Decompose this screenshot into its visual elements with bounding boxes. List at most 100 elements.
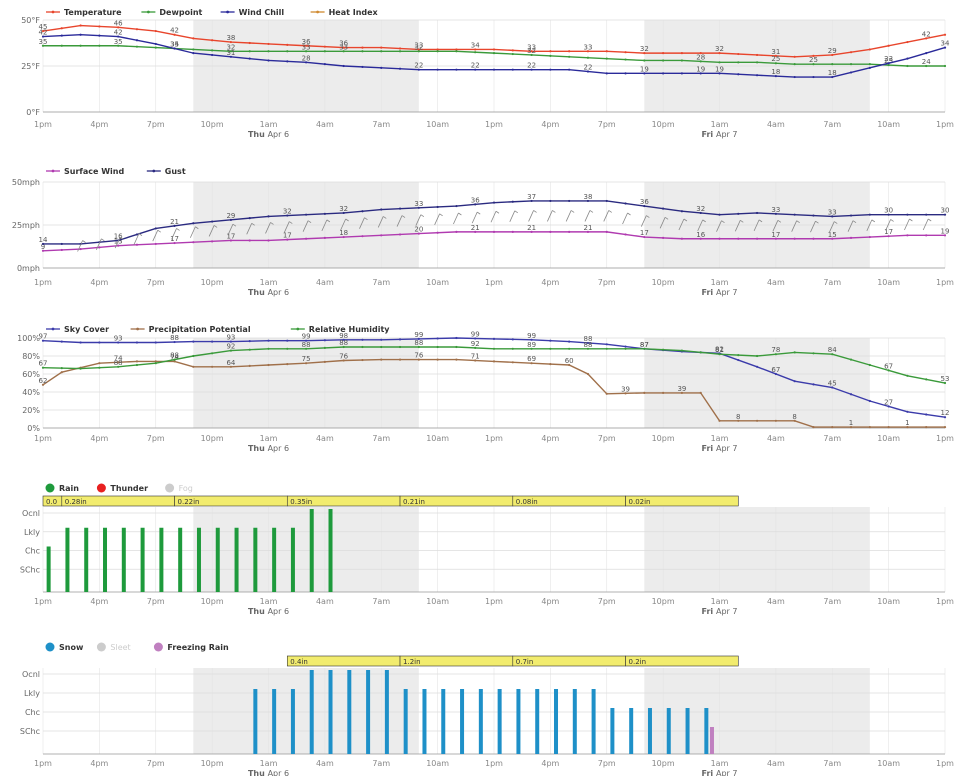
data-label: 29: [828, 47, 837, 55]
x-tick-label: 7pm: [598, 597, 616, 606]
legend-label: Relative Humidity: [309, 325, 390, 334]
data-label: 64: [226, 359, 235, 367]
data-label: 88: [414, 339, 423, 347]
series-point-precip: [755, 419, 759, 422]
data-label: 92: [471, 340, 480, 348]
series-point-gust: [662, 207, 665, 210]
x-tick-label: 10pm: [652, 278, 675, 287]
data-label: 69: [527, 355, 536, 363]
y-tick-label: 40%: [22, 388, 40, 397]
series-point-surfacewind: [135, 243, 139, 246]
x-tick-label: 4am: [316, 120, 334, 129]
data-label: 1: [905, 419, 909, 427]
series-point-temperature: [605, 50, 608, 53]
series-point-precip: [699, 391, 702, 394]
x-tick-label: 10pm: [201, 278, 224, 287]
data-label: 93: [226, 334, 235, 342]
series-point-humidity: [568, 347, 571, 350]
series-point-temperature: [511, 49, 514, 52]
x-tick-label: 1am: [711, 278, 729, 287]
series-point-skycover: [323, 339, 326, 342]
legend-label: Wind Chill: [239, 8, 285, 17]
x-tick-label: 1am: [711, 759, 729, 768]
series-point-humidity: [192, 354, 195, 358]
series-point-windchill: [586, 70, 590, 73]
data-label: 75: [302, 355, 311, 363]
series-point-surfacewind: [342, 235, 345, 239]
series-point-surfacewind: [755, 237, 759, 240]
series-point-temperature: [549, 50, 552, 53]
series-point-gust: [831, 215, 834, 218]
series-point-surfacewind: [662, 236, 665, 239]
y-tick-label: SChc: [20, 727, 40, 736]
series-point-surfacewind: [323, 236, 326, 239]
series-point-surfacewind: [737, 237, 740, 240]
legend-label: Precipitation Potential: [149, 325, 251, 334]
series-point-surfacewind: [229, 239, 233, 242]
data-label: 32: [226, 43, 235, 51]
x-tick-label: 4pm: [541, 120, 559, 129]
series-point-precip: [154, 360, 157, 363]
series-point-dewpoint: [436, 50, 439, 53]
x-tick-label: 10am: [426, 759, 449, 768]
data-label: 88: [339, 339, 348, 347]
series-point-dewpoint: [812, 63, 815, 66]
day-date: Apr 7: [716, 769, 737, 776]
series-point-gust: [229, 218, 233, 221]
legend-swatch: [165, 483, 175, 493]
series-point-gust: [248, 217, 251, 220]
series-point-dewpoint: [398, 50, 402, 53]
x-tick-label: 7pm: [147, 597, 165, 606]
series-point-surfacewind: [680, 237, 684, 240]
data-label: 37: [527, 193, 536, 201]
x-tick-label: 1am: [711, 597, 729, 606]
series-point-surfacewind: [474, 230, 477, 233]
wind-barb-tick: [157, 229, 161, 233]
wind-barb-tick: [570, 210, 575, 213]
legend-label: Sky Cover: [64, 325, 109, 334]
series-point-precip: [793, 419, 796, 422]
day-label: Thu Apr 6: [248, 130, 289, 139]
series-point-skycover: [849, 393, 853, 396]
series-point-skycover: [398, 338, 402, 341]
data-label: 34: [471, 41, 480, 49]
wind-barb-tick: [364, 217, 368, 221]
series-point-temperature: [755, 53, 759, 57]
x-tick-label: 7pm: [147, 278, 165, 287]
bar-snow: [366, 670, 371, 754]
series-point-dewpoint: [624, 58, 627, 61]
wind-barb: [565, 210, 572, 222]
wind-barb: [340, 218, 347, 231]
series-point-humidity: [680, 349, 684, 352]
amount-label: 0.4in: [290, 658, 308, 666]
wind-barb-tick: [476, 211, 481, 215]
wind-barb: [734, 220, 741, 232]
series-point-gust: [511, 200, 514, 203]
data-label: 30: [884, 207, 893, 215]
series-point-temperature: [323, 45, 326, 48]
x-tick-label: 7am: [823, 120, 841, 129]
series-point-temperature: [812, 54, 815, 57]
series-point-gust: [417, 206, 420, 209]
day-name: Fri: [702, 288, 716, 297]
day-label: Thu Apr 6: [248, 288, 289, 297]
series-point-gust: [286, 214, 289, 217]
series-point-skycover: [173, 340, 176, 344]
legend-swatch-dot: [136, 327, 140, 331]
series-point-skycover: [774, 372, 777, 376]
series-point-humidity: [398, 345, 402, 349]
data-label: 25: [884, 57, 893, 65]
bar-snow: [347, 670, 352, 754]
bar-snow: [535, 689, 540, 754]
series-point-humidity: [455, 345, 458, 349]
series-point-surfacewind: [286, 238, 289, 241]
series-point-temperature: [718, 52, 721, 55]
x-tick-label: 1pm: [34, 434, 52, 443]
series-point-dewpoint: [323, 50, 326, 53]
series-point-windchill: [530, 68, 533, 71]
series-point-temperature: [906, 40, 909, 44]
wind-barb-tick: [552, 210, 556, 213]
x-tick-label: 7pm: [147, 120, 165, 129]
amount-label: 0.7in: [516, 658, 534, 666]
